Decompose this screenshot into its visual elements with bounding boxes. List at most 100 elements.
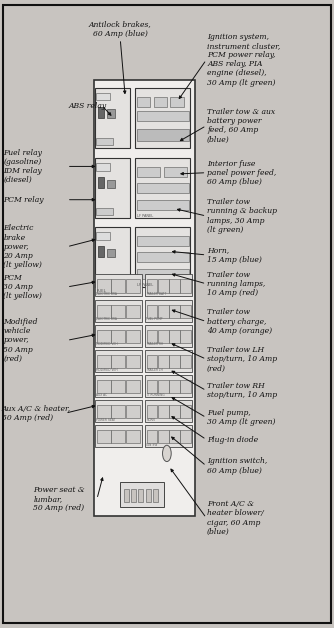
Bar: [137, 97, 150, 107]
Text: FUEL PUMP: FUEL PUMP: [146, 317, 163, 322]
Bar: [158, 355, 168, 368]
Bar: [95, 300, 142, 322]
Text: MODIFIED VEH: MODIFIED VEH: [96, 342, 118, 347]
Text: TT RUNNING: TT RUNNING: [146, 392, 165, 397]
Text: Fuel relay
(gasoline)
IDM relay
(diesel): Fuel relay (gasoline) IDM relay (diesel): [3, 149, 42, 184]
Bar: [158, 305, 168, 318]
Bar: [158, 430, 168, 443]
Bar: [98, 177, 104, 188]
Bar: [158, 380, 168, 393]
Bar: [97, 380, 111, 393]
Bar: [107, 180, 115, 188]
Text: ELECTRIC BRA: ELECTRIC BRA: [96, 317, 117, 322]
Bar: [158, 405, 168, 418]
Text: Horn,
15 Amp (blue): Horn, 15 Amp (blue): [207, 246, 262, 264]
Text: Interior fuse
panel power feed,
60 Amp (blue): Interior fuse panel power feed, 60 Amp (…: [207, 160, 276, 186]
Bar: [112, 430, 125, 443]
Bar: [96, 277, 113, 284]
Bar: [95, 227, 130, 287]
Text: Trailer tow & aux
battery power
feed, 60 Amp
(blue): Trailer tow & aux battery power feed, 60…: [207, 108, 275, 143]
Text: Fuel pump,
30 Amp (lt green): Fuel pump, 30 Amp (lt green): [207, 409, 276, 426]
Bar: [97, 330, 111, 343]
Text: Trailer tow
running lamps,
10 Amp (red): Trailer tow running lamps, 10 Amp (red): [207, 271, 265, 297]
Bar: [147, 305, 157, 318]
Bar: [145, 400, 192, 422]
Bar: [137, 200, 189, 210]
Text: Trailer tow LH
stop/turn, 10 Amp
(red): Trailer tow LH stop/turn, 10 Amp (red): [207, 346, 277, 372]
Text: PCM
30 Amp
(lt yellow): PCM 30 Amp (lt yellow): [3, 274, 42, 300]
Bar: [135, 88, 190, 148]
Bar: [107, 249, 115, 257]
Bar: [180, 355, 191, 368]
Bar: [97, 430, 111, 443]
Bar: [169, 279, 180, 293]
Bar: [137, 111, 189, 121]
Bar: [169, 430, 180, 443]
Bar: [97, 279, 111, 293]
Circle shape: [163, 445, 171, 462]
Bar: [98, 246, 104, 257]
Bar: [124, 489, 129, 502]
Text: HORN: HORN: [146, 418, 155, 422]
Bar: [95, 325, 142, 347]
Bar: [126, 330, 140, 343]
Bar: [137, 167, 160, 177]
Bar: [169, 380, 180, 393]
Bar: [135, 227, 190, 287]
Text: Electric
brake
power,
20 Amp
(lt yellow): Electric brake power, 20 Amp (lt yellow): [3, 224, 42, 269]
Text: LF PANEL: LF PANEL: [137, 283, 153, 288]
Bar: [112, 330, 125, 343]
Bar: [137, 252, 189, 262]
Bar: [153, 489, 158, 502]
Bar: [169, 405, 180, 418]
Bar: [158, 330, 168, 343]
Bar: [112, 405, 125, 418]
Bar: [145, 350, 192, 372]
Text: ELECTRIC BRA: ELECTRIC BRA: [96, 292, 117, 296]
Bar: [126, 405, 140, 418]
Text: Trailer tow RH
stop/turn, 10 Amp: Trailer tow RH stop/turn, 10 Amp: [207, 382, 277, 399]
Bar: [180, 405, 191, 418]
Bar: [146, 489, 151, 502]
Bar: [137, 236, 189, 246]
Text: FUEL: FUEL: [96, 289, 106, 293]
Bar: [145, 300, 192, 322]
Bar: [107, 109, 115, 118]
Text: Trailer tow
battery charge,
40 Amp (orange): Trailer tow battery charge, 40 Amp (oran…: [207, 308, 272, 335]
Bar: [126, 355, 140, 368]
Bar: [112, 279, 125, 293]
Text: Power seat &
lumbar,
50 Amp (red): Power seat & lumbar, 50 Amp (red): [33, 486, 85, 512]
Text: MODIFIED VEH: MODIFIED VEH: [96, 367, 118, 372]
Bar: [145, 425, 192, 447]
Text: PCM relay: PCM relay: [3, 196, 44, 203]
Text: TRAILER LH: TRAILER LH: [146, 367, 163, 372]
Bar: [145, 325, 192, 347]
Bar: [95, 158, 130, 218]
Bar: [137, 269, 189, 279]
Text: ABS relay: ABS relay: [68, 102, 107, 109]
Bar: [180, 305, 191, 318]
Text: Plug-in diode: Plug-in diode: [207, 436, 258, 443]
Bar: [95, 375, 142, 397]
Text: Front A/C &
heater blower/
cigar, 60 Amp
(blue): Front A/C & heater blower/ cigar, 60 Amp…: [207, 501, 264, 536]
Text: Trailer tow
running & backup
lamps, 30 Amp
(lt green): Trailer tow running & backup lamps, 30 A…: [207, 198, 277, 234]
Text: LF PANEL: LF PANEL: [137, 214, 153, 218]
Bar: [112, 355, 125, 368]
Text: POWER SEAT: POWER SEAT: [96, 418, 116, 422]
Text: IGN SW: IGN SW: [146, 443, 158, 447]
Text: Aux A/C & heater,
50 Amp (red): Aux A/C & heater, 50 Amp (red): [2, 404, 71, 422]
Bar: [180, 330, 191, 343]
Bar: [97, 405, 111, 418]
Bar: [169, 305, 180, 318]
Bar: [145, 274, 192, 296]
Bar: [170, 97, 184, 107]
Text: TRAILER RH: TRAILER RH: [146, 342, 164, 347]
Bar: [158, 279, 168, 293]
Bar: [147, 279, 157, 293]
Bar: [94, 80, 195, 516]
Bar: [126, 430, 140, 443]
Bar: [96, 232, 110, 240]
Bar: [147, 405, 157, 418]
Bar: [98, 107, 104, 118]
Bar: [95, 400, 142, 422]
